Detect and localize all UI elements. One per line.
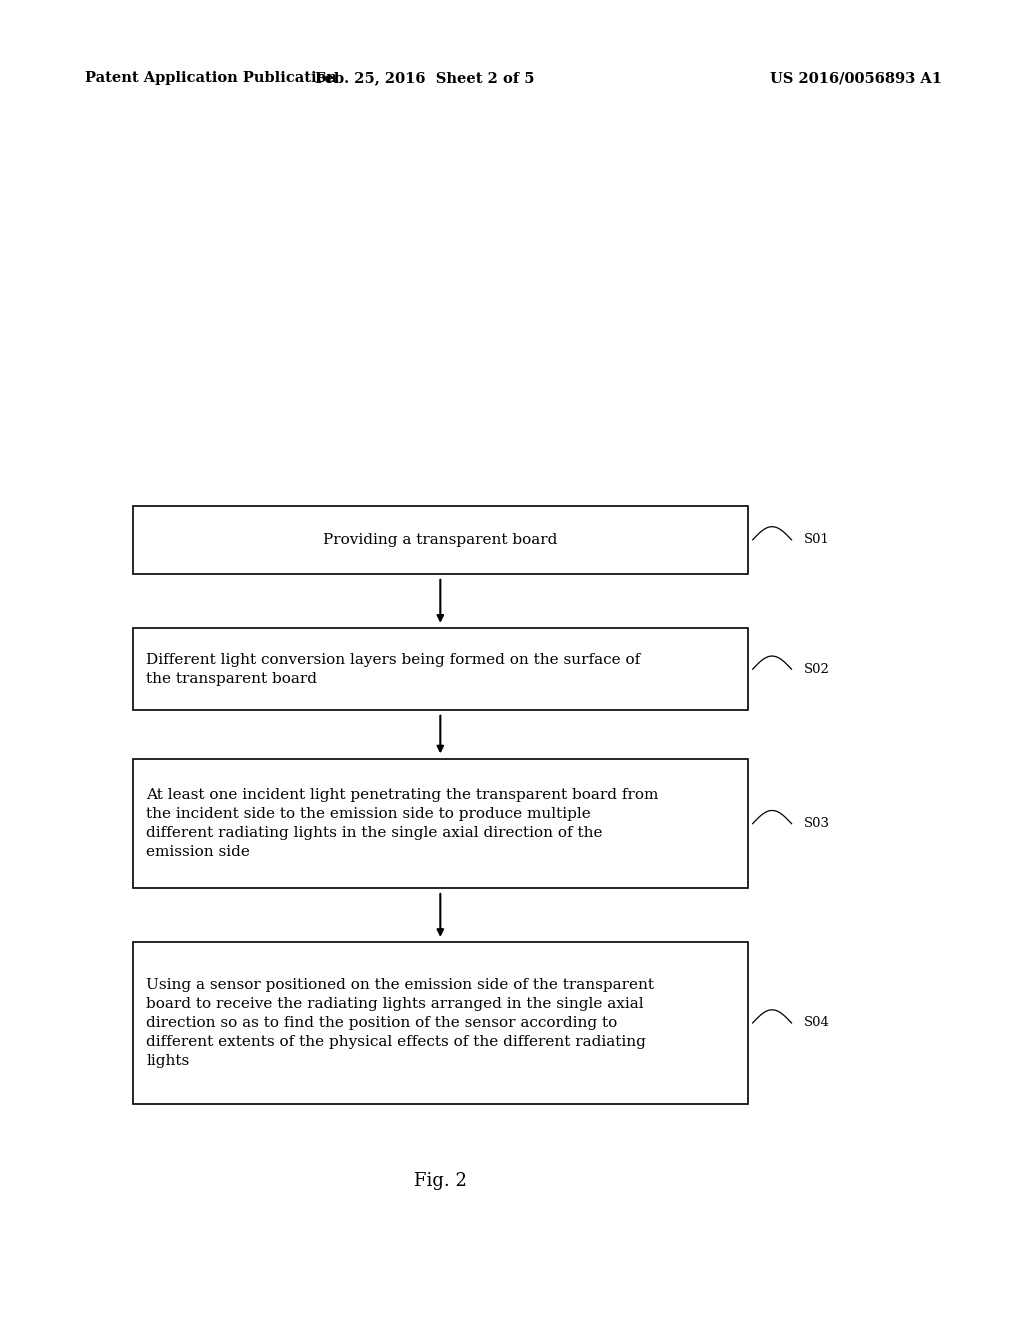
FancyBboxPatch shape xyxy=(133,628,748,710)
Text: S02: S02 xyxy=(804,663,829,676)
Text: Different light conversion layers being formed on the surface of
the transparent: Different light conversion layers being … xyxy=(146,653,641,685)
Text: S01: S01 xyxy=(804,533,829,546)
FancyBboxPatch shape xyxy=(133,506,748,574)
Text: Patent Application Publication: Patent Application Publication xyxy=(85,71,337,86)
Text: Feb. 25, 2016  Sheet 2 of 5: Feb. 25, 2016 Sheet 2 of 5 xyxy=(315,71,535,86)
Text: Providing a transparent board: Providing a transparent board xyxy=(324,533,557,546)
Text: At least one incident light penetrating the transparent board from
the incident : At least one incident light penetrating … xyxy=(146,788,658,859)
Text: S04: S04 xyxy=(804,1016,829,1030)
FancyBboxPatch shape xyxy=(133,759,748,888)
Text: S03: S03 xyxy=(804,817,829,830)
FancyBboxPatch shape xyxy=(133,942,748,1104)
Text: US 2016/0056893 A1: US 2016/0056893 A1 xyxy=(770,71,942,86)
Text: Using a sensor positioned on the emission side of the transparent
board to recei: Using a sensor positioned on the emissio… xyxy=(146,978,654,1068)
Text: Fig. 2: Fig. 2 xyxy=(414,1172,467,1191)
